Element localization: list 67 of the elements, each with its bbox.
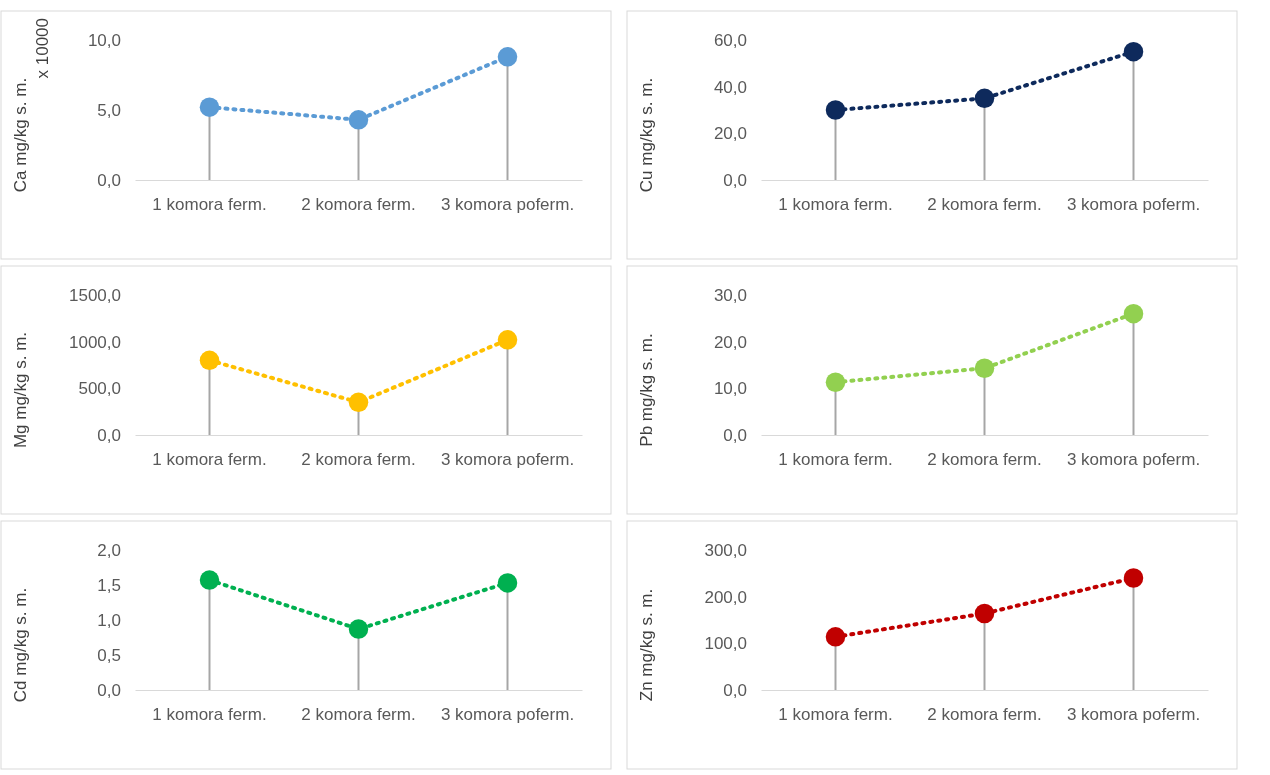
y-tick-label: 0,0 (723, 170, 747, 190)
x-tick-label: 1 komora ferm. (778, 195, 893, 215)
x-tick-label: 1 komora ferm. (778, 450, 893, 470)
x-tick-label: 3 komora poferm. (1066, 195, 1201, 215)
y-tick-label: 30,0 (713, 285, 747, 305)
y-tick-label: 0,5 (97, 645, 121, 665)
y-tick-label: 1500,0 (69, 285, 121, 305)
x-tick-label: 2 komora ferm. (301, 450, 416, 470)
x-tick-label: 1 komora ferm. (152, 195, 267, 215)
point (497, 330, 518, 350)
point (1123, 568, 1144, 588)
y-axis-title: Cu mg/kg s. m. (637, 77, 657, 193)
x-tick-label: 2 komora ferm. (927, 450, 1042, 470)
y-axis-title: Mg mg/kg s. m. (11, 331, 31, 449)
y-tick-label: 10,0 (87, 30, 121, 50)
x-tick-label: 2 komora ferm. (927, 705, 1042, 725)
y-tick-label: 60,0 (713, 30, 747, 50)
point (825, 627, 846, 647)
y-tick-label: 2,0 (97, 540, 121, 560)
y-tick-label: 10,0 (713, 379, 747, 399)
point (1123, 41, 1144, 62)
x-tick-label: 2 komora ferm. (301, 705, 416, 725)
x-tick-label: 1 komora ferm. (778, 705, 893, 725)
point (974, 88, 995, 109)
point (1123, 303, 1144, 324)
y-tick-label: 300,0 (704, 540, 747, 560)
point (348, 392, 369, 413)
x-tick-label: 1 komora ferm. (152, 705, 267, 725)
text: x 10000 (33, 18, 53, 79)
point (348, 619, 369, 639)
point (199, 97, 220, 117)
x-tick-label: 3 komora poferm. (440, 195, 575, 215)
y-axis-title: Zn mg/kg s. m. (637, 588, 657, 702)
y-tick-label: 0,0 (97, 425, 121, 445)
x-tick-label: 1 komora ferm. (152, 450, 267, 470)
y-tick-label: 0,0 (97, 170, 121, 190)
y-tick-label: 500,0 (78, 379, 121, 399)
point (825, 100, 846, 120)
y-tick-label: 0,0 (723, 680, 747, 700)
y-tick-label: 200,0 (704, 587, 747, 607)
y-tick-label: 1000,0 (69, 332, 121, 352)
x-tick-label: 3 komora poferm. (1066, 450, 1201, 470)
point (497, 47, 518, 67)
point (497, 573, 518, 593)
y-axis-title: Ca mg/kg s. m. (11, 77, 31, 193)
y-tick-label: 20,0 (713, 332, 747, 352)
point (199, 350, 220, 371)
y-tick-label: 20,0 (713, 124, 747, 144)
point (825, 372, 846, 393)
y-axis-title: Pb mg/kg s. m. (637, 333, 657, 447)
y-tick-label: 0,0 (97, 680, 121, 700)
y-tick-label: 1,0 (97, 610, 121, 630)
y-tick-label: 100,0 (704, 634, 747, 654)
point (199, 570, 220, 590)
x-tick-label: 2 komora ferm. (927, 195, 1042, 215)
y-tick-label: 5,0 (97, 100, 121, 120)
point (974, 603, 995, 624)
point (974, 358, 995, 379)
y-tick-label: 1,5 (97, 575, 121, 595)
y-axis-title: Cd mg/kg s. m. (11, 587, 31, 703)
x-tick-label: 3 komora poferm. (1066, 705, 1201, 725)
y-tick-label: 0,0 (723, 425, 747, 445)
point (348, 110, 369, 130)
y-tick-label: 40,0 (713, 77, 747, 97)
x-tick-label: 2 komora ferm. (301, 195, 416, 215)
x-tick-label: 3 komora poferm. (440, 450, 575, 470)
x-tick-label: 3 komora poferm. (440, 705, 575, 725)
